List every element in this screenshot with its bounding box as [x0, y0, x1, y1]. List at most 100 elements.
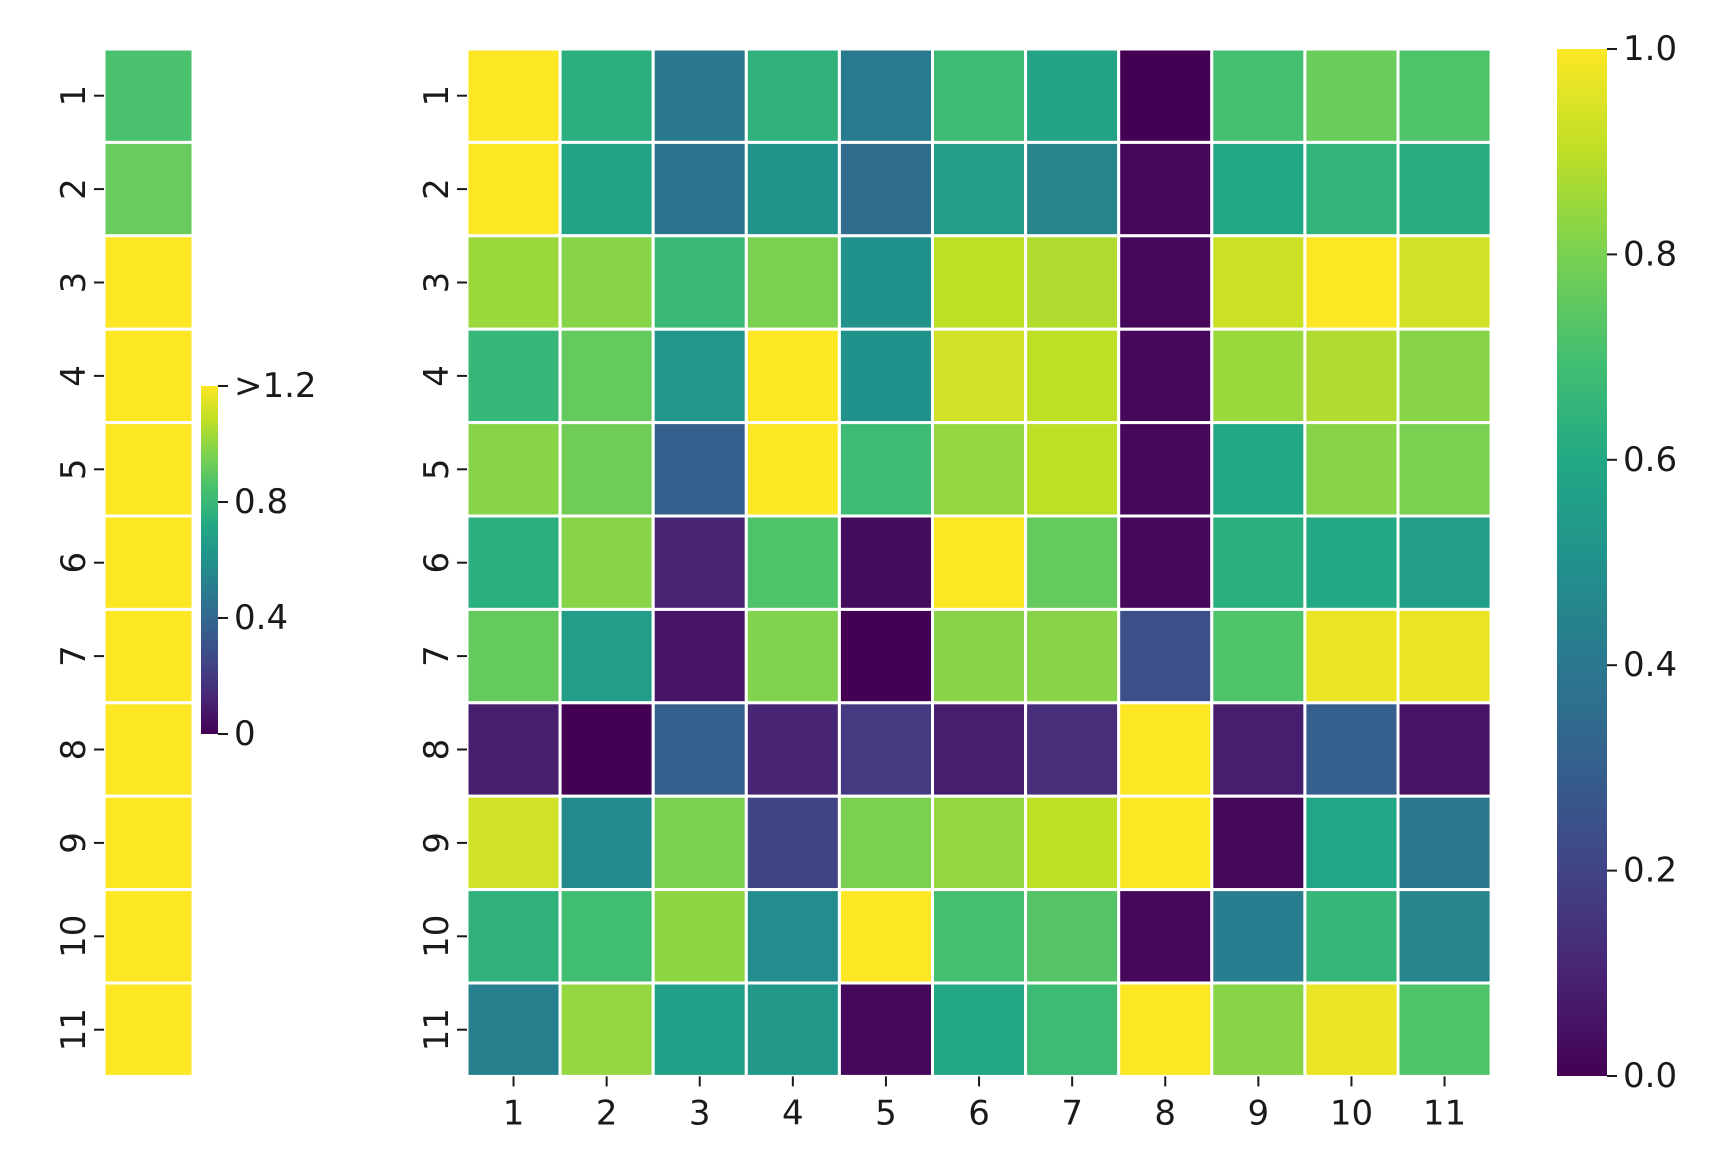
- left-heatmap-row-label: 10: [54, 915, 94, 958]
- left-heatmap-row-label: 11: [54, 1008, 94, 1051]
- main-heatmap-cell-r5-c6: [931, 421, 1028, 518]
- main-heatmap-cell-r10-c9: [1210, 888, 1307, 985]
- main-heatmap-cell-r11-c3: [651, 981, 748, 1078]
- left-heatmap-row-label: 4: [54, 365, 94, 387]
- main-heatmap-cell-r10-c4: [744, 888, 841, 985]
- left-heatmap-row-label: 5: [54, 458, 94, 480]
- main-heatmap-col-label: 6: [968, 1093, 990, 1133]
- main-heatmap-cell-r9-c10: [1303, 794, 1400, 892]
- left-heatmap-row-label: 2: [54, 178, 94, 200]
- main-heatmap-cell-r3-c8: [1117, 234, 1214, 331]
- main-heatmap-cell-r8-c8: [1117, 701, 1214, 798]
- main-heatmap-cell-r8-c7: [1024, 701, 1121, 798]
- main-heatmap-cell-r2-c6: [931, 140, 1028, 238]
- main-heatmap-cell-r11-c6: [931, 981, 1028, 1078]
- main-heatmap-cell-r11-c10: [1303, 981, 1400, 1078]
- main-heatmap-cell-r3-c4: [744, 234, 841, 331]
- main-heatmap-cell-r1-c10: [1303, 47, 1400, 144]
- main-heatmap-col-label: 9: [1248, 1093, 1270, 1133]
- main-heatmap-cell-r2-c4: [744, 140, 841, 238]
- main-colorbar-tick-label: 0.4: [1623, 645, 1677, 685]
- main-heatmap-cell-r2-c9: [1210, 140, 1307, 238]
- main-heatmap-cell-r4-c4: [744, 327, 841, 425]
- main-heatmap-cell-r1-c1: [465, 47, 562, 144]
- main-heatmap-cell-r7-c1: [465, 607, 562, 705]
- main-heatmap-cell-r3-c9: [1210, 234, 1307, 331]
- main-heatmap-cell-r3-c1: [465, 234, 562, 331]
- main-heatmap-cell-r3-c6: [931, 234, 1028, 331]
- main-heatmap-cell-r7-c11: [1396, 607, 1493, 705]
- main-heatmap-cell-r8-c11: [1396, 701, 1493, 798]
- main-heatmap-cell-r11-c8: [1117, 981, 1214, 1078]
- main-heatmap-cell-r10-c7: [1024, 888, 1121, 985]
- main-heatmap-cell-r7-c10: [1303, 607, 1400, 705]
- main-heatmap-col-label: 3: [689, 1093, 711, 1133]
- left-heatmap-cell-r11-c1: [102, 981, 195, 1078]
- main-heatmap-cell-r6-c1: [465, 514, 562, 611]
- main-heatmap-cell-r7-c7: [1024, 607, 1121, 705]
- main-heatmap-cell-r5-c8: [1117, 421, 1214, 518]
- main-heatmap-cell-r9-c4: [744, 794, 841, 892]
- main-heatmap-cell-r9-c1: [465, 794, 562, 892]
- main-heatmap-cell-r6-c9: [1210, 514, 1307, 611]
- main-colorbar-gradient: [1557, 49, 1607, 1076]
- main-heatmap-cell-r6-c11: [1396, 514, 1493, 611]
- main-heatmap-col-label: 1: [503, 1093, 525, 1133]
- main-heatmap-row-label: 4: [417, 365, 457, 387]
- main-heatmap-cell-r1-c11: [1396, 47, 1493, 144]
- left-heatmap-cell-r5-c1: [102, 421, 195, 518]
- main-heatmap-cell-r1-c6: [931, 47, 1028, 144]
- main-heatmap-cell-r10-c11: [1396, 888, 1493, 985]
- left-heatmap-cell-r8-c1: [102, 701, 195, 798]
- main-heatmap-cell-r1-c9: [1210, 47, 1307, 144]
- main-heatmap-row-label: 8: [417, 739, 457, 761]
- main-heatmap-cell-r10-c8: [1117, 888, 1214, 985]
- main-heatmap-cell-r9-c2: [558, 794, 655, 892]
- main-heatmap-cell-r2-c10: [1303, 140, 1400, 238]
- main-heatmap-cell-r4-c1: [465, 327, 562, 425]
- main-heatmap-row-label: 11: [417, 1008, 457, 1051]
- main-heatmap-cell-r5-c5: [837, 421, 935, 518]
- main-heatmap-cell-r2-c1: [465, 140, 562, 238]
- main-heatmap-cell-r10-c3: [651, 888, 748, 985]
- main-heatmap-cell-r6-c10: [1303, 514, 1400, 611]
- main-heatmap-cell-r5-c10: [1303, 421, 1400, 518]
- main-heatmap-cell-r4-c2: [558, 327, 655, 425]
- main-heatmap-cell-r6-c8: [1117, 514, 1214, 611]
- main-heatmap-cell-r7-c2: [558, 607, 655, 705]
- main-heatmap-cell-r7-c3: [651, 607, 748, 705]
- main-heatmap-cell-r2-c7: [1024, 140, 1121, 238]
- main-heatmap-col-label: 10: [1330, 1093, 1373, 1133]
- main-heatmap-cell-r4-c6: [931, 327, 1028, 425]
- main-heatmap-cell-r2-c8: [1117, 140, 1214, 238]
- main-heatmap-cell-r5-c2: [558, 421, 655, 518]
- main-heatmap-cell-r8-c4: [744, 701, 841, 798]
- main-heatmap-cell-r11-c7: [1024, 981, 1121, 1078]
- main-heatmap-cell-r2-c11: [1396, 140, 1493, 238]
- main-heatmap-cell-r3-c10: [1303, 234, 1400, 331]
- left-heatmap-cell-r9-c1: [102, 794, 195, 892]
- left-heatmap-row-label: 6: [54, 552, 94, 574]
- left-colorbar-tick-label: 0.8: [234, 482, 288, 522]
- left-heatmap-cell-r3-c1: [102, 234, 195, 331]
- main-colorbar-tick-label: 0.0: [1623, 1056, 1677, 1096]
- main-heatmap-cell-r8-c9: [1210, 701, 1307, 798]
- main-heatmap-cell-r5-c1: [465, 421, 562, 518]
- left-heatmap-cell-r2-c1: [102, 140, 195, 238]
- main-heatmap-cell-r8-c2: [558, 701, 655, 798]
- main-heatmap-cell-r10-c2: [558, 888, 655, 985]
- main-heatmap-row-label: 10: [417, 915, 457, 958]
- main-heatmap-row-label: 1: [417, 85, 457, 107]
- main-heatmap-cell-r1-c8: [1117, 47, 1214, 144]
- left-colorbar-tick-label: 0: [234, 714, 256, 754]
- main-heatmap-cell-r11-c2: [558, 981, 655, 1078]
- main-heatmap-cell-r9-c8: [1117, 794, 1214, 892]
- main-heatmap-cell-r11-c5: [837, 981, 935, 1078]
- left-colorbar-gradient: [201, 386, 218, 734]
- left-heatmap-row-label: 3: [54, 272, 94, 294]
- main-heatmap-cell-r9-c9: [1210, 794, 1307, 892]
- main-heatmap-cell-r9-c6: [931, 794, 1028, 892]
- main-heatmap-row-label: 2: [417, 178, 457, 200]
